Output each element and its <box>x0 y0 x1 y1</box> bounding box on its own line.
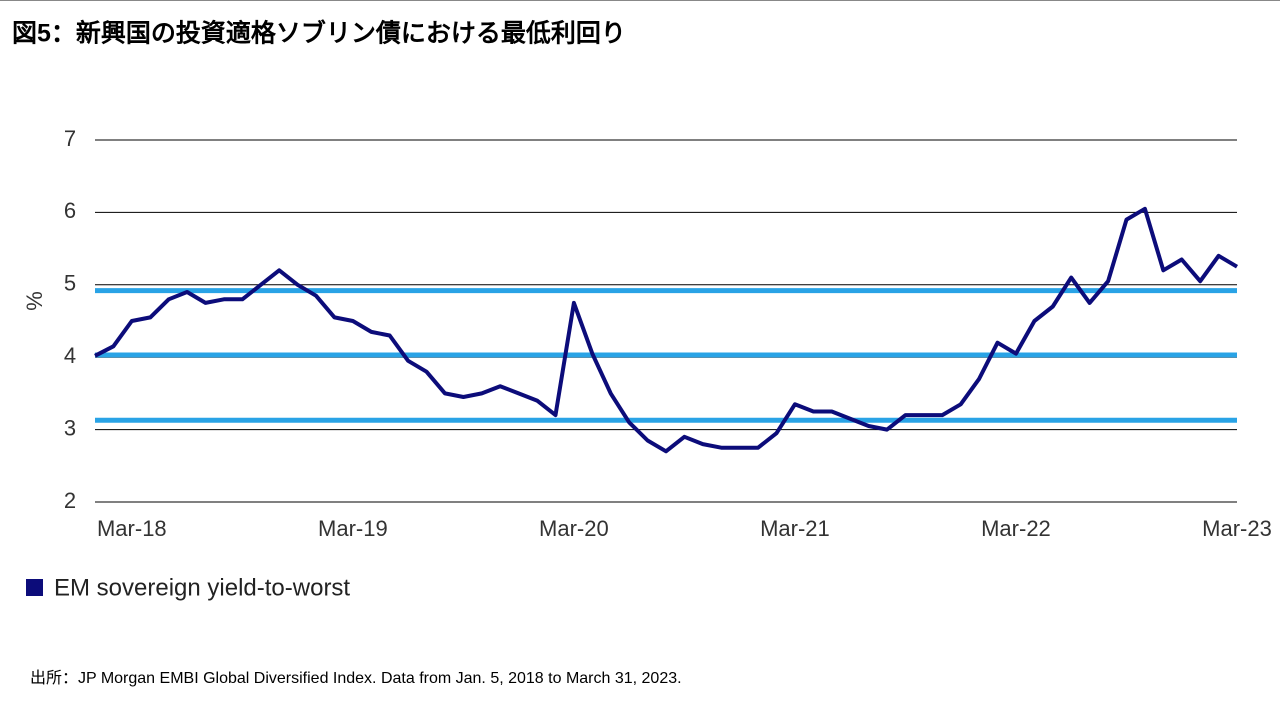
y-tick-label: 4 <box>64 343 76 368</box>
y-tick-label: 6 <box>64 198 76 223</box>
y-tick-label: 5 <box>64 271 76 296</box>
x-tick-label: Mar-20 <box>539 516 609 541</box>
legend-label: EM sovereign yield-to-worst <box>54 574 350 601</box>
title: 図5：新興国の投資適格ソブリン債における最低利回り <box>12 19 626 48</box>
x-tick-label: Mar-23 <box>1202 516 1272 541</box>
source-note: 出所：JP Morgan EMBI Global Diversified Ind… <box>30 669 682 687</box>
y-tick-label: 2 <box>64 488 76 513</box>
y-axis-label: % <box>22 291 47 311</box>
x-tick-label: Mar-22 <box>981 516 1051 541</box>
x-tick-label: Mar-18 <box>97 516 167 541</box>
legend-swatch <box>26 579 43 596</box>
x-tick-label: Mar-21 <box>760 516 830 541</box>
y-tick-label: 3 <box>64 415 76 440</box>
y-tick-label: 7 <box>64 126 76 151</box>
x-tick-label: Mar-19 <box>318 516 388 541</box>
data-line <box>94 206 1239 454</box>
